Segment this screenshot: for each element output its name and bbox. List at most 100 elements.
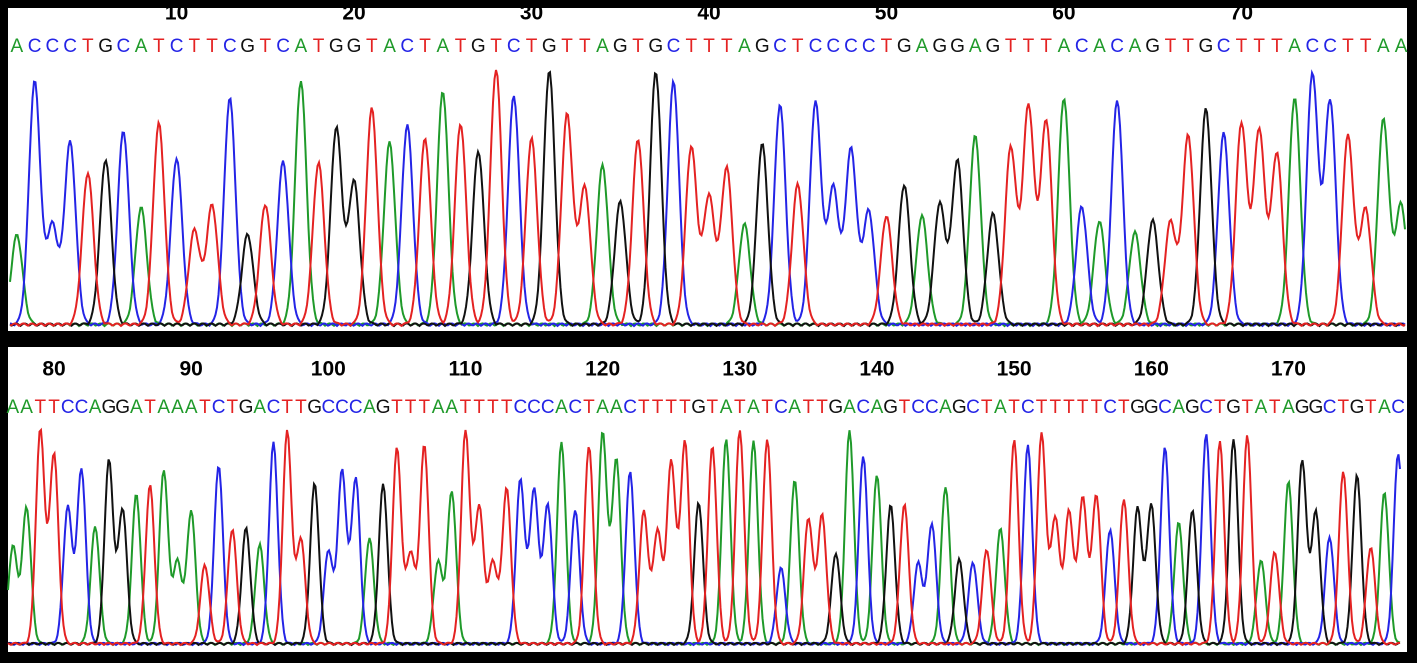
base-call: A (253, 397, 266, 418)
base-call: A (157, 397, 170, 418)
base-call: T (579, 36, 591, 57)
base-call: T (206, 36, 218, 57)
base-call: C (1021, 397, 1035, 418)
position-label: 120 (585, 358, 620, 381)
base-call: G (115, 397, 130, 418)
base-call: A (555, 397, 568, 418)
base-call: C (667, 36, 681, 57)
base-call: T (816, 397, 828, 418)
base-call: A (596, 397, 609, 418)
base-call: A (1395, 36, 1408, 57)
base-call: T (1023, 36, 1035, 57)
base-call: T (1269, 397, 1281, 418)
base-call: C (911, 397, 925, 418)
base-call: G (1350, 397, 1365, 418)
base-call: C (45, 36, 59, 57)
base-call: G (240, 36, 255, 57)
base-call: G (471, 36, 486, 57)
base-call: T (260, 36, 272, 57)
base-call: C (507, 36, 521, 57)
position-label: 20 (342, 2, 365, 25)
base-call: A (171, 397, 184, 418)
position-label: 160 (1134, 358, 1169, 381)
base-call: A (738, 36, 751, 57)
base-call: A (445, 397, 458, 418)
base-call: G (1145, 36, 1160, 57)
base-call: G (897, 36, 912, 57)
base-call: C (1306, 36, 1320, 57)
base-call: T (281, 397, 293, 418)
base-call: G (986, 36, 1001, 57)
base-call: A (1378, 397, 1391, 418)
base-call: C (335, 397, 349, 418)
base-call: A (994, 397, 1007, 418)
position-label: 170 (1271, 358, 1306, 381)
base-call: T (189, 36, 201, 57)
base-call: C (1103, 397, 1117, 418)
base-call: A (11, 36, 24, 57)
base-call: T (761, 397, 773, 418)
trace (7, 427, 1401, 647)
base-call: A (969, 36, 982, 57)
base-call: C (1158, 397, 1172, 418)
base-call: G (828, 397, 843, 418)
base-call: A (916, 36, 929, 57)
base-call: T (501, 397, 513, 418)
base-call: A (89, 397, 102, 418)
base-call: T (899, 397, 911, 418)
base-call: A (432, 397, 445, 418)
base-call: A (1172, 397, 1185, 418)
base-call: T (1005, 36, 1017, 57)
base-call: A (610, 397, 623, 418)
base-call: T (1342, 36, 1354, 57)
base-call: G (755, 36, 770, 57)
base-call: C (1323, 397, 1337, 418)
base-call: T (313, 36, 325, 57)
base-call: T (1165, 36, 1177, 57)
base-call: C (1323, 36, 1337, 57)
base-call: T (153, 36, 165, 57)
base-call: C (276, 36, 290, 57)
base-call: T (295, 397, 307, 418)
panel (8, 347, 1407, 652)
base-call: C (1110, 36, 1124, 57)
position-label: 80 (42, 358, 65, 381)
base-call: C (809, 36, 823, 57)
base-call: T (1214, 397, 1226, 418)
base-call: C (826, 36, 840, 57)
base-call: T (881, 36, 893, 57)
base-call: C (212, 397, 226, 418)
base-call: T (1118, 397, 1130, 418)
base-call: T (48, 397, 60, 418)
base-call: A (1282, 397, 1295, 418)
position-label: 150 (997, 358, 1032, 381)
base-call: G (307, 397, 322, 418)
base-call: G (883, 397, 898, 418)
base-call: T (1253, 36, 1265, 57)
base-call: T (1337, 397, 1349, 418)
base-call: A (1377, 36, 1390, 57)
base-call: A (720, 397, 733, 418)
base-call: T (419, 397, 431, 418)
base-call: T (455, 36, 467, 57)
base-call: C (400, 36, 414, 57)
base-call: C (1075, 36, 1089, 57)
base-call: A (747, 397, 760, 418)
base-call: T (685, 36, 697, 57)
base-call: T (1008, 397, 1020, 418)
base-call: C (541, 397, 555, 418)
base-call: G (239, 397, 254, 418)
position-label: 90 (179, 358, 202, 381)
base-call: C (170, 36, 184, 57)
base-call: G (932, 36, 947, 57)
base-call: G (542, 36, 557, 57)
position-label: 100 (311, 358, 346, 381)
position-label: 30 (520, 2, 543, 25)
base-call: C (568, 397, 582, 418)
base-call: A (843, 397, 856, 418)
base-call: G (98, 36, 113, 57)
base-call: T (460, 397, 472, 418)
base-call: C (116, 36, 130, 57)
base-call: T (561, 36, 573, 57)
base-call: C (28, 36, 42, 57)
